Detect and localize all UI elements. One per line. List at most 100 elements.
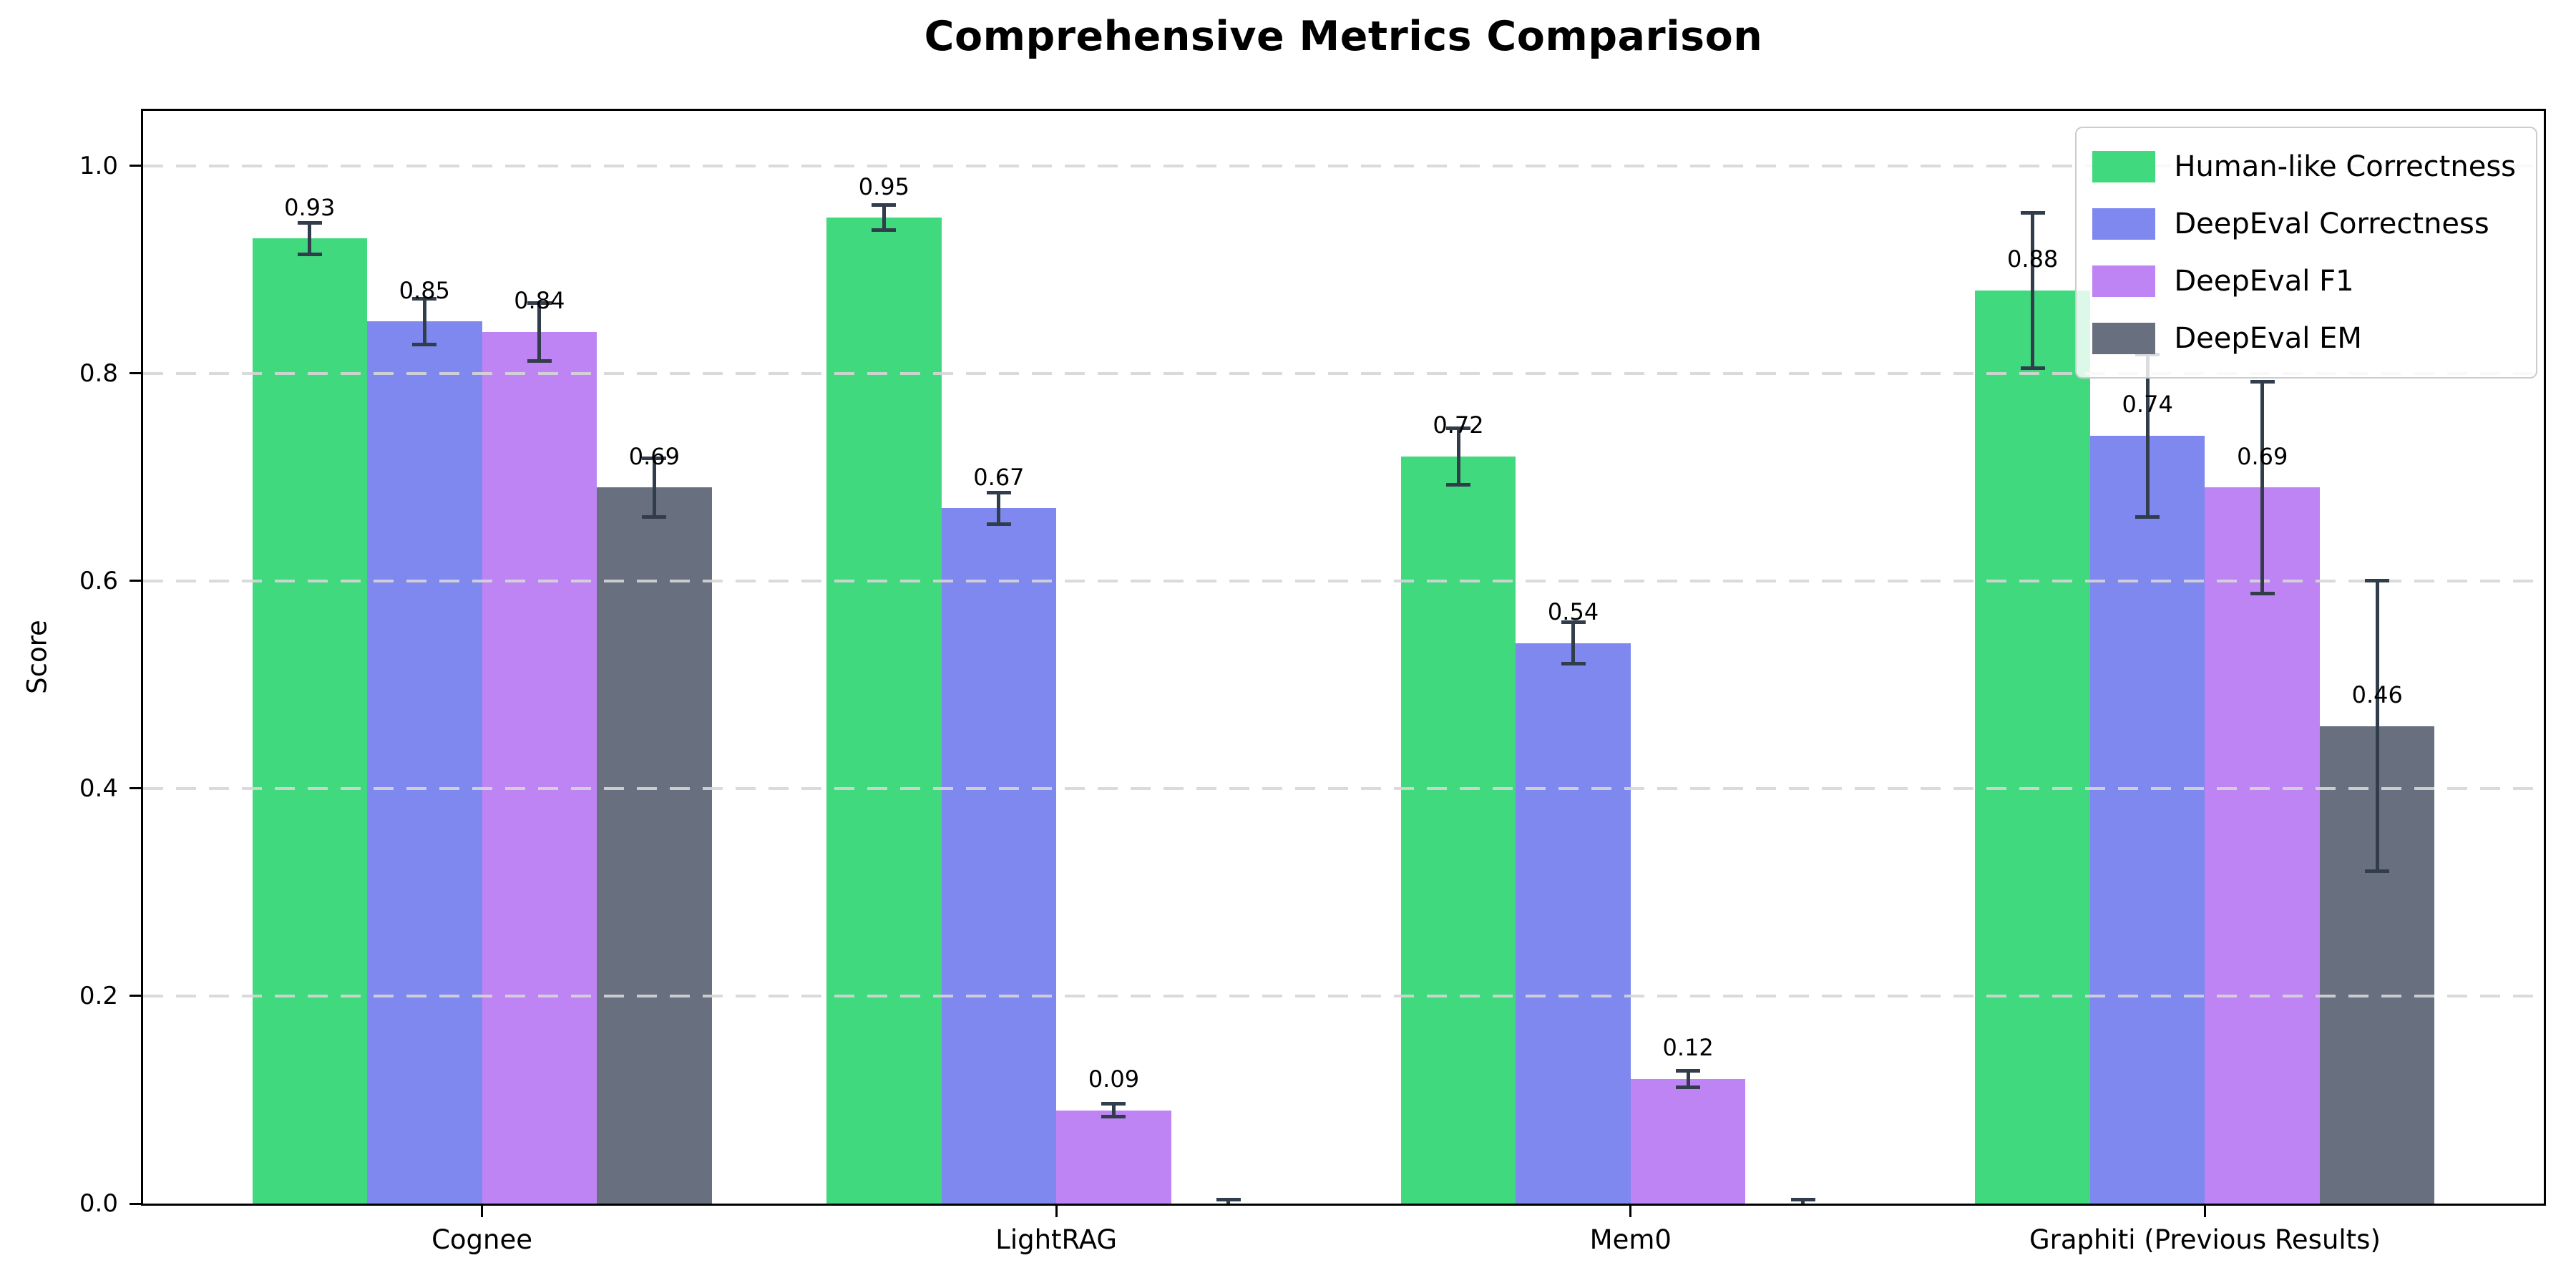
bar-value-label-graphiti-previous-results-human-like-correctness: 0.88 [2007,245,2059,273]
error-bar-graphiti-previous-results-deepeval-em [2375,580,2379,872]
x-tick-label-mem0: Mem0 [1589,1224,1672,1255]
error-cap-top-mem0-deepeval-correctness [1561,620,1586,625]
y-tick-label-0.8: 0.8 [79,358,118,388]
error-bar-cognee-deepeval-correctness [422,298,426,345]
error-cap-bottom-cognee-deepeval-correctness [412,342,437,346]
legend-swatch-deepeval-em [2092,323,2156,354]
y-axis-label: Score [21,620,53,694]
gridline-y-0.4 [143,786,2544,790]
legend-swatch-human-like-correctness [2092,151,2156,182]
x-tick-mark-lightrag [1055,1206,1058,1217]
error-cap-bottom-lightrag-deepeval-f1 [1101,1114,1126,1118]
error-bar-graphiti-previous-results-human-like-correctness [2031,213,2035,369]
error-cap-bottom-cognee-deepeval-f1 [527,358,552,363]
bar-mem0-deepeval-correctness [1516,643,1631,1204]
x-tick-label-graphiti-previous-results: Graphiti (Previous Results) [2029,1224,2381,1255]
error-cap-top-mem0-deepeval-f1 [1676,1068,1701,1073]
y-tick-label-0.6: 0.6 [79,566,118,595]
error-cap-top-cognee-deepeval-f1 [527,301,552,305]
error-cap-bottom-cognee-human-like-correctness [297,252,322,256]
error-bar-cognee-deepeval-em [652,458,656,517]
y-tick-mark-0.0 [130,1202,141,1205]
bar-cognee-deepeval-correctness [367,321,482,1204]
legend-item-deepeval-f1: DeepEval F1 [2092,253,2516,310]
bar-cognee-deepeval-f1 [482,331,597,1204]
y-tick-mark-0.6 [130,580,141,582]
error-cap-bottom-graphiti-previous-results-human-like-correctness [2020,366,2045,371]
bar-value-label-cognee-human-like-correctness: 0.93 [284,193,336,221]
error-bar-lightrag-human-like-correctness [882,205,886,230]
bar-value-label-cognee-deepeval-em: 0.69 [628,442,680,470]
error-bar-cognee-deepeval-f1 [537,303,542,361]
bar-mem0-deepeval-f1 [1630,1078,1746,1204]
error-cap-bottom-mem0-human-like-correctness [1446,482,1471,487]
legend-item-human-like-correctness: Human-like Correctness [2092,138,2516,195]
error-bar-lightrag-deepeval-correctness [997,492,1001,525]
error-cap-top-graphiti-previous-results-deepeval-em [2365,579,2390,583]
error-cap-top-lightrag-deepeval-em [1216,1197,1241,1201]
error-cap-top-mem0-deepeval-em [1790,1197,1815,1201]
bar-cognee-deepeval-em [597,487,712,1204]
gridline-y-0.6 [143,579,2544,582]
bar-value-label-lightrag-human-like-correctness: 0.95 [858,172,910,200]
y-tick-label-0.4: 0.4 [79,774,118,803]
error-cap-bottom-lightrag-human-like-correctness [872,228,897,233]
y-tick-mark-0.2 [130,995,141,997]
gridline-y-0.8 [143,371,2544,375]
error-cap-top-lightrag-human-like-correctness [872,203,897,208]
error-cap-top-graphiti-previous-results-deepeval-f1 [2250,379,2275,384]
x-tick-label-lightrag: LightRAG [995,1224,1118,1255]
legend-item-deepeval-em: DeepEval EM [2092,310,2516,367]
gridline-y-0.2 [143,994,2544,997]
bar-value-label-lightrag-deepeval-correctness: 0.67 [973,463,1025,491]
bar-value-label-cognee-deepeval-correctness: 0.85 [399,276,450,304]
error-cap-top-cognee-deepeval-em [642,457,667,461]
bar-graphiti-previous-results-human-like-correctness [1975,290,2090,1204]
gridline-y-1 [143,164,2544,167]
error-cap-bottom-mem0-deepeval-correctness [1561,662,1586,666]
bar-value-label-mem0-deepeval-f1: 0.12 [1662,1034,1714,1062]
legend-swatch-deepeval-correctness [2092,208,2156,240]
error-cap-top-lightrag-deepeval-correctness [986,491,1011,495]
error-cap-top-cognee-deepeval-correctness [412,296,437,301]
legend-label-deepeval-correctness: DeepEval Correctness [2174,208,2489,240]
y-tick-label-0.2: 0.2 [79,981,118,1010]
bar-lightrag-deepeval-f1 [1056,1110,1171,1204]
x-tick-mark-cognee [481,1206,484,1217]
error-cap-bottom-graphiti-previous-results-deepeval-f1 [2250,591,2275,595]
bar-value-label-mem0-deepeval-correctness: 0.54 [1547,598,1599,626]
legend-swatch-deepeval-f1 [2092,265,2156,297]
error-bar-mem0-deepeval-f1 [1686,1070,1690,1088]
y-tick-label-0.0: 0.0 [79,1189,118,1218]
y-tick-mark-0.4 [130,787,141,790]
legend-label-deepeval-em: DeepEval EM [2174,322,2362,355]
legend-label-deepeval-f1: DeepEval F1 [2174,265,2354,298]
bar-graphiti-previous-results-deepeval-f1 [2205,487,2320,1204]
error-cap-bottom-mem0-deepeval-f1 [1676,1085,1701,1090]
y-tick-label-1.0: 1.0 [79,151,118,180]
bar-value-label-graphiti-previous-results-deepeval-em: 0.46 [2351,681,2403,709]
bar-lightrag-human-like-correctness [826,218,942,1204]
bar-value-label-graphiti-previous-results-deepeval-correctness: 0.74 [2122,391,2173,419]
legend-item-deepeval-correctness: DeepEval Correctness [2092,195,2516,253]
legend-label-human-like-correctness: Human-like Correctness [2174,150,2516,183]
error-bar-graphiti-previous-results-deepeval-f1 [2260,381,2265,594]
error-cap-bottom-lightrag-deepeval-correctness [986,522,1011,526]
error-cap-top-mem0-human-like-correctness [1446,426,1471,431]
legend: Human-like Correctness DeepEval Correctne… [2075,127,2537,379]
plot-area: 0.93 0.85 0.84 0.69 0.95 0.67 0.09 0.72 0.54 0.12… [141,109,2546,1206]
error-bar-graphiti-previous-results-deepeval-correctness [2145,354,2150,517]
chart-title: Comprehensive Metrics Comparison [924,13,1763,60]
error-cap-top-lightrag-deepeval-f1 [1101,1102,1126,1106]
bar-mem0-human-like-correctness [1400,456,1516,1204]
bar-value-label-graphiti-previous-results-deepeval-f1: 0.69 [2237,442,2288,470]
error-bar-mem0-deepeval-em [1801,1199,1805,1204]
x-tick-mark-mem0 [1629,1206,1632,1217]
bar-lightrag-deepeval-correctness [941,508,1057,1204]
x-tick-label-cognee: Cognee [431,1224,533,1255]
x-tick-mark-graphiti-previous-results [2203,1206,2206,1217]
error-bar-cognee-human-like-correctness [308,223,312,255]
error-bar-lightrag-deepeval-f1 [1111,1103,1116,1117]
bar-value-label-lightrag-deepeval-f1: 0.09 [1088,1065,1140,1093]
